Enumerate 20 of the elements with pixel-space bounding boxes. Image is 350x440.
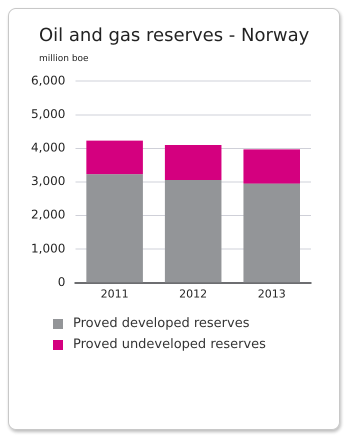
bar: [164, 145, 222, 180]
x-tick-label: 2013: [258, 287, 286, 300]
x-tick-label: 2012: [179, 287, 208, 300]
legend-label: Proved undeveloped reserves: [73, 337, 266, 352]
y-tick-label: 3,000: [30, 174, 66, 188]
bar: [86, 140, 143, 174]
legend-label: Proved developed reserves: [73, 316, 250, 331]
bar: [86, 174, 143, 282]
bar: [243, 149, 300, 184]
y-tick-label: 5,000: [30, 106, 66, 121]
y-axis-title: million boe: [38, 53, 90, 64]
y-tick-label: 6,000: [30, 73, 66, 88]
bar: [164, 180, 222, 282]
chart-title: Oil and gas reserves - Norway: [38, 25, 310, 46]
x-tick-label: 2011: [100, 287, 129, 300]
y-tick-label: 1,000: [30, 241, 66, 256]
bar: [243, 184, 300, 282]
y-tick-label: 4,000: [30, 140, 66, 155]
y-tick-label: 2,000: [30, 208, 66, 222]
y-tick-label: 0: [58, 274, 66, 289]
